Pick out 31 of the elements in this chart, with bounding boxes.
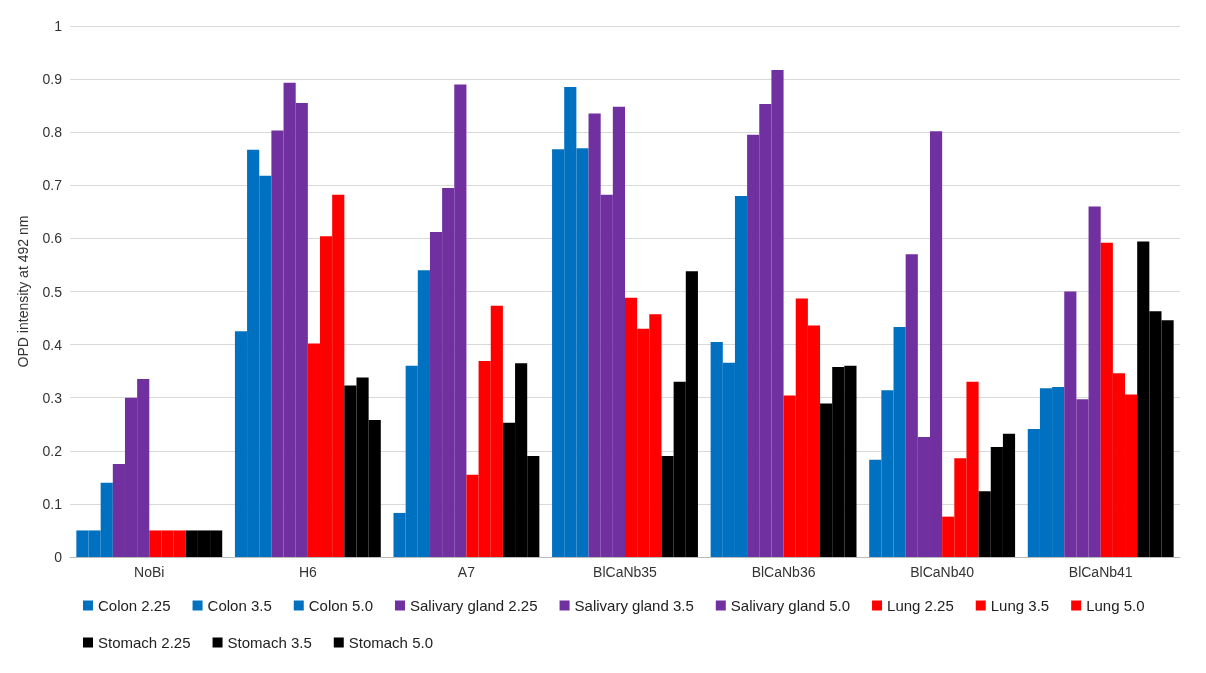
y-tick-label: 0.1 [42,495,63,512]
y-tick-label: 0.2 [42,442,63,459]
legend-label: Salivary gland 3.5 [574,597,694,614]
y-tick-label: 0.9 [42,71,63,88]
legend-label: Colon 2.25 [98,597,171,614]
legend-label: Colon 5.0 [308,597,373,614]
y-tick-label: 0.8 [42,124,63,141]
y-tick-label: 0.6 [42,230,63,247]
legend-label: Stomach 5.0 [348,634,433,651]
x-tick-label: BlCaNb41 [1068,564,1133,580]
y-tick-label: 0.5 [42,283,63,300]
y-tick-label: 0 [54,549,63,565]
x-tick-label: A7 [457,564,476,580]
y-tick-label: 1 [54,18,63,34]
legend-label: Lung 3.5 [990,597,1050,614]
x-tick-label: BlCaNb36 [751,564,816,580]
legend-label: Lung 2.25 [887,597,954,614]
legend-label: Stomach 2.25 [98,634,191,651]
y-tick-label: 0.4 [42,336,63,353]
x-tick-label: BlCaNb40 [910,564,975,580]
legend-label: Lung 5.0 [1086,597,1145,614]
x-tick-label: BlCaNb35 [593,564,658,580]
legend-label: Salivary gland 5.0 [730,597,851,614]
y-axis-title: OPD intensity at 492 nm [15,215,31,368]
x-tick-label: H6 [298,564,318,580]
legend-label: Salivary gland 2.25 [409,597,538,614]
x-tick-label: NoBi [134,564,165,580]
y-tick-label: 0.3 [42,389,63,406]
y-tick-label: 0.7 [42,177,63,194]
legend-label: Colon 3.5 [207,597,272,614]
legend-label: Stomach 3.5 [227,634,312,651]
